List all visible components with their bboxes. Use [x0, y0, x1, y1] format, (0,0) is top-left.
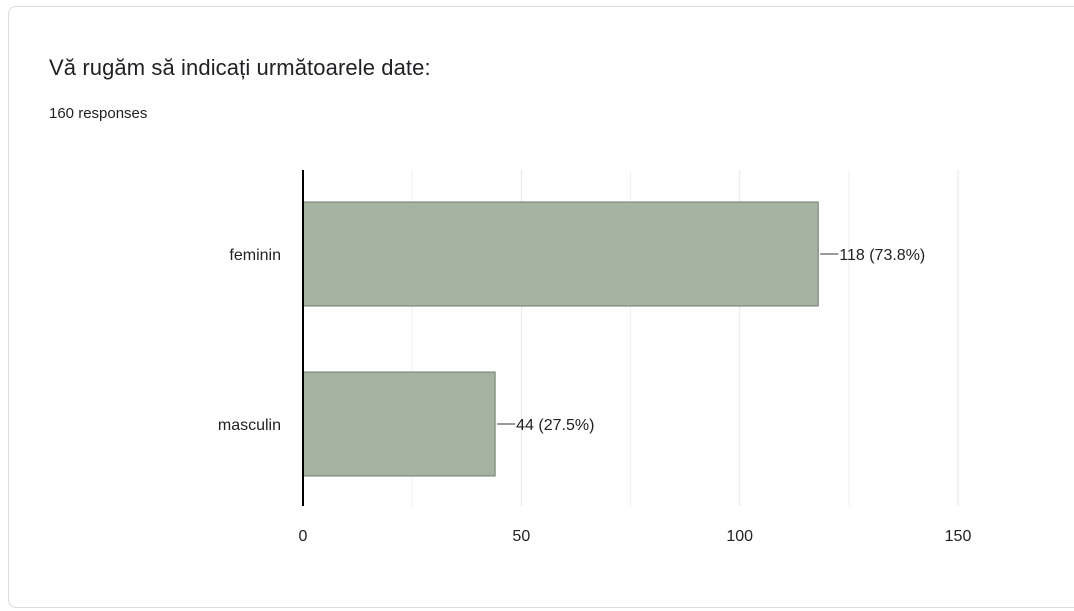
x-tick-label: 150 [945, 528, 972, 545]
x-tick-label: 50 [512, 528, 530, 545]
x-tick-label: 100 [726, 528, 753, 545]
bar [302, 371, 496, 477]
value-label: 118 (73.8%) [839, 247, 925, 264]
x-tick-label: 0 [299, 528, 308, 545]
category-label: masculin [218, 417, 281, 434]
response-count: 160 responses [49, 105, 148, 122]
question-title: Vă rugăm să indicați următoarele date: [49, 55, 431, 80]
chart-card [8, 6, 1074, 608]
value-label: 44 (27.5%) [516, 417, 594, 434]
category-label: feminin [229, 247, 281, 264]
bar [302, 201, 819, 307]
